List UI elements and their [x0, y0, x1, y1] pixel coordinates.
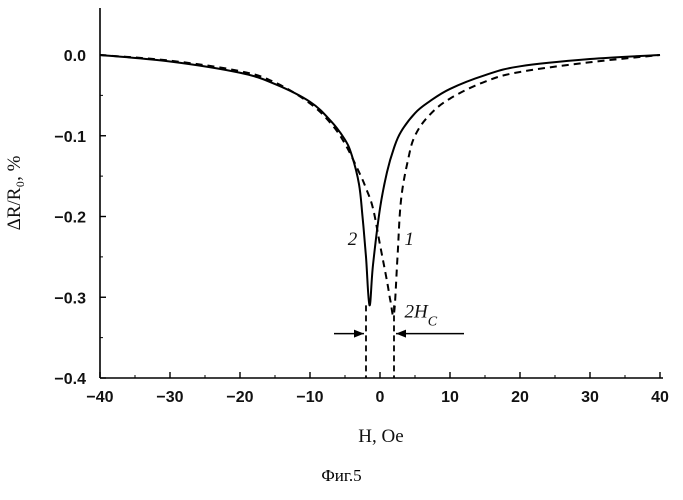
y-axis-ticks: 0.0 −0.1 −0.2 −0.3 −0.4 — [54, 48, 106, 388]
series-layer — [100, 55, 660, 316]
y-tick-label: −0.2 — [54, 210, 86, 227]
coercivity-marker — [334, 305, 464, 378]
y-tick-label: −0.3 — [54, 290, 86, 307]
y-tick-label: −0.4 — [54, 371, 86, 388]
x-tick-label: −10 — [296, 389, 323, 406]
x-tick-label: −40 — [86, 389, 113, 406]
x-tick-label: 40 — [651, 389, 669, 406]
x-axis-ticks: −40 −30 −20 −10 0 10 20 30 40 — [86, 372, 669, 406]
x-tick-label: −20 — [226, 389, 253, 406]
x-tick-label: 10 — [441, 389, 459, 406]
coercivity-left-arrowhead — [354, 330, 364, 338]
y-axis-title: ΔR/R₀, % — [4, 155, 25, 230]
curve-label-2: 2 — [348, 229, 358, 250]
x-tick-label: 0 — [376, 389, 385, 406]
coercivity-right-arrowhead — [396, 330, 406, 338]
series-line-2 — [100, 55, 660, 305]
x-tick-label: −30 — [156, 389, 183, 406]
x-tick-label: 20 — [511, 389, 529, 406]
curve-label-1: 1 — [405, 229, 415, 250]
y-tick-label: 0.0 — [64, 48, 86, 65]
y-tick-label: −0.1 — [54, 129, 86, 146]
x-axis-title: H, Oe — [358, 426, 403, 447]
x-tick-label: 30 — [581, 389, 599, 406]
series-line-1 — [100, 55, 660, 316]
coercivity-label-subscript: C — [428, 314, 438, 329]
figure-caption: Фиг.5 — [0, 466, 683, 486]
coercivity-label: 2HC — [405, 301, 438, 329]
